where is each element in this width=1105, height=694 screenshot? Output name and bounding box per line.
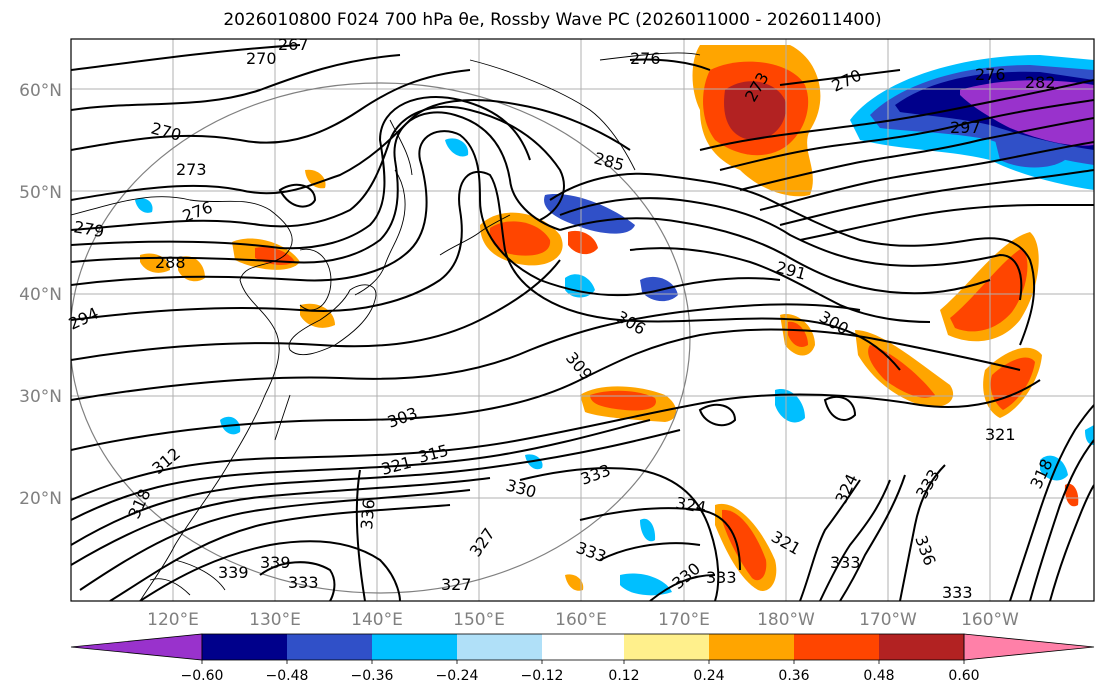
coastlines bbox=[71, 52, 701, 601]
colorbar: −0.60 −0.48 −0.36 −0.24 −0.12 0.12 0.24 … bbox=[70, 633, 1095, 684]
contour-label: 339 bbox=[260, 553, 291, 572]
contour-label: 276 bbox=[630, 49, 661, 68]
negative-anomaly-region bbox=[640, 518, 656, 542]
colorbar-tick-label: −0.48 bbox=[266, 668, 309, 684]
colorbar-tick-label: −0.36 bbox=[351, 668, 394, 684]
positive-anomaly-region bbox=[178, 256, 205, 282]
positive-anomaly-region bbox=[950, 248, 1028, 332]
contour-label: 333 bbox=[942, 583, 973, 602]
plot-frame bbox=[70, 38, 1095, 602]
lon-label: 130°E bbox=[249, 610, 301, 630]
colorbar-tick-label: 0.36 bbox=[778, 668, 809, 684]
lat-label: 30°N bbox=[19, 387, 62, 407]
colorbar-tick-label: 0.12 bbox=[608, 668, 639, 684]
positive-anomaly-region bbox=[722, 509, 767, 581]
colorbar-segment bbox=[457, 634, 542, 660]
colorbar-over-extend bbox=[963, 633, 1095, 661]
positive-anomaly-region bbox=[305, 169, 326, 189]
negative-anomaly-region bbox=[640, 276, 678, 302]
contour-label: 336 bbox=[357, 498, 379, 530]
contour-label: 267 bbox=[278, 35, 309, 54]
lon-label: 140°E bbox=[351, 610, 403, 630]
lon-label: 160°W bbox=[961, 610, 1019, 630]
contour-label: 282 bbox=[1025, 73, 1056, 92]
contour-label: 276 bbox=[975, 65, 1006, 84]
lon-label: 170°E bbox=[658, 610, 710, 630]
positive-anomaly-region bbox=[788, 321, 808, 347]
contour-label: 288 bbox=[155, 253, 186, 272]
map-title: 2026010800 F024 700 hPa θe, Rossby Wave … bbox=[223, 10, 882, 30]
positive-anomaly-region bbox=[724, 81, 786, 140]
negative-anomaly-region bbox=[960, 80, 1094, 146]
colorbar-tick-label: −0.60 bbox=[181, 668, 224, 684]
negative-anomaly-region bbox=[775, 389, 805, 423]
colorbar-tick-label: 0.24 bbox=[693, 668, 724, 684]
theta-e-contours bbox=[71, 44, 1094, 601]
negative-anomaly-region bbox=[565, 274, 595, 298]
colorbar-segment bbox=[287, 634, 372, 660]
negative-anomaly-region bbox=[620, 573, 672, 596]
lon-label: 180°W bbox=[757, 610, 815, 630]
positive-anomaly-region bbox=[568, 230, 598, 255]
negative-anomaly-region bbox=[445, 138, 469, 157]
colorbar-tick-label: −0.24 bbox=[436, 668, 479, 684]
contour-label: 333 bbox=[706, 568, 737, 587]
negative-anomaly-region bbox=[1064, 483, 1079, 507]
positive-anomaly-region bbox=[868, 345, 935, 398]
lon-label: 160°E bbox=[555, 610, 607, 630]
contour-label: 339 bbox=[218, 563, 249, 582]
colorbar-frame bbox=[201, 633, 965, 661]
negative-anomaly-region bbox=[565, 574, 584, 591]
lat-label: 60°N bbox=[19, 81, 62, 101]
contour-label: 327 bbox=[441, 575, 472, 594]
negative-anomaly-region bbox=[544, 194, 635, 234]
negative-anomaly-region bbox=[135, 198, 153, 213]
colorbar-tick-label: 0.48 bbox=[863, 668, 894, 684]
colorbar-under-extend bbox=[70, 633, 203, 661]
lon-label: 150°E bbox=[453, 610, 505, 630]
contour-label: 321 bbox=[985, 425, 1016, 444]
lat-label-layer: 60°N 50°N 40°N 30°N 20°N bbox=[19, 81, 62, 509]
colorbar-segment bbox=[542, 634, 624, 660]
contour-label: 333 bbox=[288, 573, 319, 592]
positive-anomaly-region bbox=[990, 357, 1035, 410]
lat-label: 50°N bbox=[19, 183, 62, 203]
contour-label: 273 bbox=[176, 160, 207, 179]
lat-label: 20°N bbox=[19, 489, 62, 509]
colorbar-segment bbox=[624, 634, 709, 660]
contour-label: 270 bbox=[246, 49, 277, 68]
contour-label: 333 bbox=[830, 553, 861, 572]
contour-label: 297 bbox=[950, 118, 981, 137]
colorbar-segment bbox=[709, 634, 794, 660]
colorbar-tick-label: −0.12 bbox=[521, 668, 564, 684]
colorbar-segment bbox=[879, 634, 964, 660]
colorbar-segment bbox=[372, 634, 457, 660]
lon-label-layer: 120°E 130°E 140°E 150°E 160°E 170°E 180°… bbox=[147, 610, 1019, 630]
negative-anomaly-region bbox=[1040, 455, 1068, 481]
negative-anomaly-region bbox=[1085, 425, 1094, 445]
colorbar-tick-label: 0.60 bbox=[948, 668, 979, 684]
anomaly-shading bbox=[135, 45, 1094, 596]
lon-label: 170°W bbox=[859, 610, 917, 630]
lat-label: 40°N bbox=[19, 285, 62, 305]
colorbar-segment bbox=[202, 634, 287, 660]
colorbar-segment bbox=[794, 634, 879, 660]
lon-label: 120°E bbox=[147, 610, 199, 630]
